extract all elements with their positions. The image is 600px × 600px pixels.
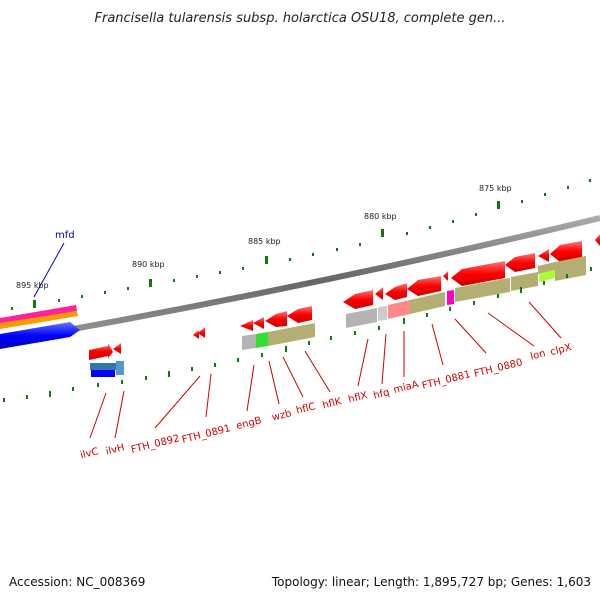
feature-olive-seg-1: [268, 323, 315, 346]
feature-salmon-seg: [388, 300, 410, 319]
gene-arrow-hfq: [375, 287, 383, 300]
feature-teal-box: [90, 363, 116, 370]
feature-block-hfl: [240, 306, 315, 350]
gene-label-ilvH: ilvH: [105, 442, 126, 457]
gene-arrow-ilvC: [89, 343, 113, 360]
gene-label-lon: lon: [529, 348, 546, 362]
feature-orange-band: [0, 311, 78, 329]
gene-arrow-hflK: [287, 306, 312, 323]
gene-arrow-engB: [240, 320, 253, 331]
map-title: Francisella tularensis subsp. holarctica…: [95, 11, 506, 26]
kbp-label-895: 895 kbp: [16, 281, 49, 290]
feature-olive-seg-4: [511, 272, 538, 291]
gene-label-clpX: clpX: [549, 342, 573, 358]
gene-arrow-miaA: [385, 283, 407, 300]
gene-label-miaA: miaA: [392, 379, 420, 396]
gene-arrow-mfd: [0, 322, 80, 349]
gene-arrow-hflC: [265, 311, 287, 327]
leader-line-mfd: [33, 242, 65, 298]
feature-olive-seg-6: [555, 256, 586, 281]
gene-arrow-ilvH: [113, 343, 121, 354]
gene-label-ilvC: ilvC: [79, 446, 100, 461]
gene-label-hflK: hflK: [321, 396, 343, 411]
feature-olive-seg-5: [538, 262, 555, 274]
gene-label-fth0881: FTH_0881: [421, 369, 472, 392]
gene-arrow-clpX-small: [538, 249, 549, 262]
feature-block-fth0891: [193, 327, 205, 339]
gene-label-engB: engB: [235, 415, 263, 432]
kbp-label-880: 880 kbp: [364, 212, 397, 221]
topology-text: Topology: linear; Length: 1,895,727 bp; …: [271, 575, 591, 589]
gene-label-wzb: wzb: [271, 408, 293, 423]
kbp-label-875: 875 kbp: [479, 184, 512, 193]
feature-olive-seg-3: [455, 278, 510, 302]
feature-blue-box: [91, 370, 115, 377]
gene-arrow-lon-2: [505, 253, 535, 272]
scale-track-inner: [3, 267, 592, 402]
feature-gray-seg-3: [378, 306, 387, 321]
gene-label-hfq: hfq: [372, 387, 390, 402]
gene-arrow-hflX: [343, 290, 373, 309]
leader-lines-red: [89, 301, 562, 439]
gene-label-fth0880: FTH_0880: [473, 357, 524, 380]
feature-block-ilv: [89, 343, 124, 377]
feature-olive-seg-2: [410, 292, 445, 314]
feature-block-left: [0, 305, 80, 349]
gene-arrow-fth0880-small: [443, 271, 448, 281]
feature-block-right: [343, 234, 600, 328]
gene-arrow-fth0892: [193, 330, 199, 339]
gene-arrow-edge: [595, 234, 600, 246]
feature-pink-band: [0, 305, 77, 324]
genome-backbone: [0, 215, 600, 345]
gene-label-mfd: mfd: [55, 230, 75, 241]
kbp-label-885: 885 kbp: [248, 237, 281, 246]
kbp-label-890: 890 kbp: [132, 260, 165, 269]
feature-lime-seg: [539, 270, 555, 282]
gene-label-fth0891: FTH_0891: [181, 423, 232, 446]
gene-arrow-lon: [451, 261, 505, 286]
gene-label-hflC: hflC: [295, 401, 317, 416]
scale-track-outer: [11, 179, 591, 310]
gene-arrow-clpX: [550, 241, 582, 262]
feature-gray-seg-1: [242, 334, 256, 350]
gene-arrow-fth0881: [407, 276, 441, 296]
accession-text: Accession: NC_008369: [9, 575, 145, 589]
feature-gray-seg-2: [346, 308, 377, 328]
major-ticks: [33, 201, 500, 308]
gene-label-fth0892: FTH_0892: [130, 433, 181, 456]
gene-arrow-wzb: [253, 317, 264, 329]
gene-arrow-fth0891: [198, 327, 205, 338]
feature-green-seg: [256, 332, 268, 348]
gene-label-hflX: hflX: [347, 390, 369, 405]
feature-magenta-seg: [447, 290, 454, 305]
feature-steel-box: [116, 361, 124, 375]
